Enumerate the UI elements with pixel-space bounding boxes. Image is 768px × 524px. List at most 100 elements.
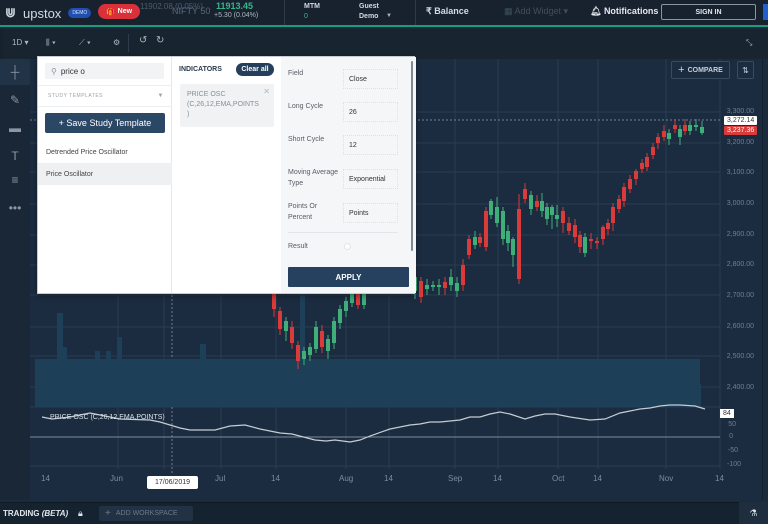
short-cycle-input[interactable]: 12: [343, 135, 398, 155]
divider: [415, 0, 416, 25]
osc-value-tag: 84: [720, 409, 734, 418]
flask-icon[interactable]: ⚗: [739, 502, 768, 524]
sign-in-button[interactable]: SIGN IN: [661, 4, 756, 20]
demo-badge: DEMO: [68, 8, 92, 18]
time-axis-label: 14: [384, 474, 393, 483]
price-axis-label: 2,600.00: [726, 323, 754, 330]
text-icon[interactable]: T: [11, 149, 19, 163]
chevron-down-icon: ▼: [157, 93, 164, 99]
long-cycle-label: Long Cycle: [288, 103, 324, 110]
collapse-icon[interactable]: ⤡: [746, 38, 753, 47]
osc-axis-label: 0: [729, 433, 733, 440]
save-study-template-button[interactable]: + Save Study Template: [45, 113, 165, 133]
notifications-button[interactable]: 🔔︎ Notifications: [590, 6, 659, 16]
indicator-settings-column: Field Close Long Cycle 26 Short Cycle 12…: [281, 57, 416, 293]
last-price-tag: 3,272.14: [724, 116, 758, 125]
axis-toggle-button[interactable]: ⇅: [737, 61, 754, 79]
indicators-title: INDICATORS: [179, 66, 222, 73]
add-widget-button[interactable]: ▦ Add Widget ▾: [504, 6, 569, 16]
price-axis-label: 2,700.00: [726, 292, 754, 299]
time-axis-label: 14: [41, 474, 50, 483]
result-toggle[interactable]: [344, 243, 351, 250]
gift-icon: 🎁: [105, 8, 115, 16]
ghost-ticker: 11902.08 (0.05%): [140, 2, 204, 11]
oscillator-title[interactable]: PRICE OSC (C,26,12,EMA,POINTS): [50, 414, 165, 421]
time-axis-label: 14: [593, 474, 602, 483]
points-percent-label: Points Or Percent: [288, 203, 318, 221]
guest-label: Guest: [359, 3, 379, 10]
time-axis-label: Oct: [552, 474, 565, 483]
price-axis-label: 3,100.00: [726, 169, 754, 176]
ma-type-select[interactable]: Exponential: [343, 169, 398, 189]
edge-button[interactable]: [763, 4, 768, 20]
gear-icon[interactable]: ⚙: [113, 38, 121, 47]
long-cycle-input[interactable]: 26: [343, 102, 398, 122]
chart-toolbar: 1D ▾ ⫼ ▾ ⟋ ▾ ⚙ ↺ ↻ ⤡: [0, 29, 768, 59]
search-icon: ⚲: [51, 66, 57, 76]
price-axis-label: 2,800.00: [726, 261, 754, 268]
crosshair-date: 17/06/2019: [147, 476, 198, 489]
divider: [288, 232, 398, 233]
clear-all-button[interactable]: Clear all: [236, 63, 274, 76]
study-result-item[interactable]: Detrended Price Oscillator: [46, 148, 128, 156]
mtm-value: 0: [304, 13, 308, 20]
candles-icon[interactable]: ⫼ ▾: [46, 38, 56, 47]
time-axis-label: Jun: [110, 474, 123, 483]
field-select[interactable]: Close: [343, 69, 398, 89]
apply-button[interactable]: APPLY: [288, 267, 409, 287]
close-icon[interactable]: ✕: [263, 87, 270, 96]
osc-axis-label: -100: [726, 461, 741, 468]
lines-icon[interactable]: ≡: [11, 173, 19, 187]
price-axis-label: 2,900.00: [726, 231, 754, 238]
time-axis-label: Nov: [659, 474, 674, 483]
short-cycle-label: Short Cycle: [288, 136, 325, 143]
new-badge[interactable]: 🎁 New: [98, 4, 140, 19]
indicators-column: INDICATORS Clear all PRICE OSC (C,26,12,…: [172, 57, 281, 293]
settings-scrollbar[interactable]: [411, 61, 413, 251]
points-percent-select[interactable]: Points: [343, 203, 398, 223]
current-price-tag: 3,237.36: [724, 126, 758, 135]
time-axis-label: 14: [493, 474, 502, 483]
undo-icon[interactable]: ↺: [139, 35, 148, 46]
more-icon[interactable]: •••: [8, 201, 22, 215]
indicator-card[interactable]: PRICE OSC (C,26,12,EMA,POINTS ) ✕: [180, 84, 274, 127]
plus-icon: +: [678, 64, 685, 76]
rupee-icon: ₹: [426, 6, 435, 16]
price-axis-label: 3,200.00: [726, 139, 754, 146]
bell-icon: 🔔︎: [590, 6, 604, 16]
study-templates-dropdown[interactable]: STUDY TEMPLATES ▼: [38, 85, 172, 107]
studies-icon[interactable]: ⟋ ▾: [79, 38, 91, 47]
compare-button[interactable]: + COMPARE: [671, 61, 730, 79]
logo[interactable]: ⋓ upstox DEMO: [5, 5, 92, 21]
divider: [128, 34, 129, 52]
time-axis-label: Sep: [448, 474, 463, 483]
osc-axis-label: -50: [727, 447, 738, 454]
study-search-column: ⚲ price o STUDY TEMPLATES ▼ + Save Study…: [38, 57, 172, 293]
user-menu[interactable]: Demo: [359, 13, 379, 20]
time-axis-label: Jul: [215, 474, 226, 483]
index-price: 11913.45: [216, 1, 254, 11]
price-axis-label: 3,000.00: [726, 200, 754, 207]
drawing-sidebar: ┼ ✎ ▬ T ≡ •••: [0, 59, 30, 500]
lock-icon[interactable]: 🔒︎: [78, 508, 83, 518]
index-change: +5.30 (0.04%): [214, 12, 259, 19]
balance-button[interactable]: ₹ Balance: [426, 6, 469, 16]
study-result-item[interactable]: Price Oscillator: [38, 163, 172, 185]
time-axis-label: 14: [271, 474, 280, 483]
sort-arrows-icon: ⇅: [742, 65, 749, 75]
interval-select[interactable]: 1D ▾: [12, 38, 29, 47]
chevron-down-icon[interactable]: ▼: [386, 13, 392, 19]
plus-icon: +: [105, 508, 111, 519]
result-label: Result: [288, 243, 308, 250]
crosshair-icon[interactable]: ┼: [0, 59, 30, 85]
ma-type-label: Moving Average Type: [288, 169, 339, 187]
time-axis-label: 14: [715, 474, 724, 483]
add-workspace-button[interactable]: + ADD WORKSPACE: [99, 506, 193, 521]
brush-icon[interactable]: ✎: [9, 93, 21, 107]
workspace-tab[interactable]: TRADING (BETA): [3, 509, 69, 518]
candlesticks: [272, 119, 704, 369]
workspace-bar: TRADING (BETA) 🔒︎ + ADD WORKSPACE: [0, 502, 768, 524]
rectangle-icon[interactable]: ▬: [9, 121, 21, 135]
redo-icon[interactable]: ↻: [156, 35, 165, 46]
study-search-input[interactable]: ⚲ price o: [45, 63, 164, 79]
